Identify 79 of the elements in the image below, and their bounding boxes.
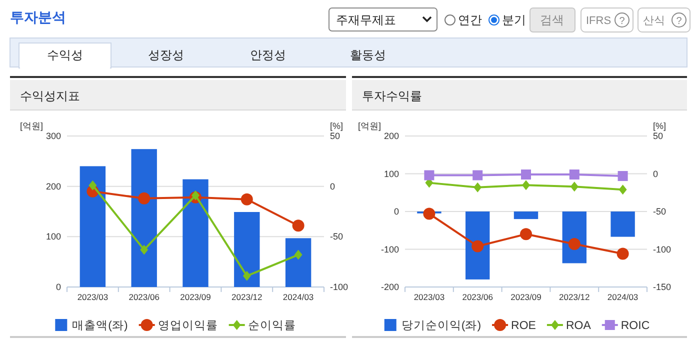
bar (80, 166, 106, 287)
control-radio-year: 연간 (444, 13, 482, 27)
text: 투자분석 (10, 9, 66, 25)
x-tick-label: 2024/03 (282, 292, 314, 302)
bar (285, 238, 312, 287)
point (520, 228, 532, 240)
legend-label: 순이익률 (248, 320, 296, 332)
x-tick-label: 2024/03 (607, 292, 638, 302)
point (472, 170, 483, 180)
y-axis-title: [억원] (20, 121, 44, 131)
legend-label: 당기순이익(좌) (401, 320, 482, 332)
x-tick-label: 2023/03 (77, 292, 108, 302)
y2-tick-label: -100 (653, 244, 672, 254)
legend-label: ROE (511, 320, 536, 332)
y2-tick-label: -150 (653, 282, 672, 292)
y2-tick-label: -50 (653, 206, 666, 216)
button: IFRS ? (580, 8, 634, 32)
text: 수익성 (47, 48, 83, 62)
point (242, 270, 251, 281)
y2-tick-label: 50 (653, 131, 664, 141)
bar (234, 212, 260, 287)
point (521, 170, 531, 180)
point (140, 244, 148, 255)
legend-label: ROA (566, 320, 592, 332)
text: 성장성 (148, 48, 184, 62)
text: 활동성 (350, 48, 386, 62)
y2-tick-label: -50 (330, 232, 344, 242)
y-tick-label: 200 (46, 181, 61, 192)
point (138, 192, 150, 204)
x-tick-label: 2023/06 (462, 292, 494, 302)
legend-label: 매출액(좌) (72, 319, 128, 332)
point (474, 182, 482, 192)
point (569, 170, 580, 180)
x-tick-label: 2023/12 (559, 292, 590, 302)
control-radio-quarter: 분기 (488, 13, 526, 27)
chart-title: 투자수익률 (362, 89, 422, 103)
y2-tick-label: -100 (330, 282, 348, 292)
y-tick-label: 100 (384, 168, 399, 179)
point (618, 171, 628, 182)
y-tick-label: 0 (394, 206, 399, 216)
y-tick-label: -100 (380, 244, 399, 254)
point (240, 193, 253, 206)
point (568, 238, 580, 250)
text: 안정성 (250, 48, 286, 62)
point (292, 220, 304, 232)
chart-title: 수익성지표 (20, 89, 80, 103)
point (423, 208, 436, 220)
point (88, 180, 97, 190)
point (522, 180, 530, 190)
y-tick-label: 100 (46, 232, 61, 242)
y2-tick-label: 0 (330, 181, 336, 192)
y-tick-label: 300 (46, 131, 61, 141)
point (570, 182, 578, 192)
point (294, 250, 302, 260)
point (616, 248, 629, 260)
point (424, 170, 434, 180)
button: 산식 ? (638, 8, 690, 32)
x-tick-label: 2023/09 (180, 292, 212, 302)
button-search: 검색 (530, 8, 576, 32)
x-tick-label: 2023/12 (232, 292, 263, 302)
point (192, 190, 200, 200)
bar (182, 179, 208, 287)
y-tick-label: 0 (56, 282, 61, 292)
y-axis-title: [억원] (358, 121, 382, 131)
y-tick-label: 200 (384, 131, 399, 141)
legend-label: 영업이익률 (158, 320, 218, 332)
legend-label: ROIC (620, 320, 650, 332)
point (618, 184, 627, 195)
y2-axis-title: [%] (653, 121, 666, 131)
control-select: 주재무제표 (328, 8, 438, 32)
x-tick-label: 2023/09 (510, 292, 542, 302)
y2-axis-title: [%] (330, 121, 344, 131)
x-tick-label: 2023/06 (128, 292, 160, 302)
bar (131, 149, 157, 287)
y2-tick-label: 0 (653, 168, 658, 179)
y2-tick-label: 50 (330, 131, 340, 141)
x-tick-label: 2023/03 (414, 292, 445, 302)
point (472, 240, 484, 252)
y-tick-label: -200 (380, 282, 399, 292)
